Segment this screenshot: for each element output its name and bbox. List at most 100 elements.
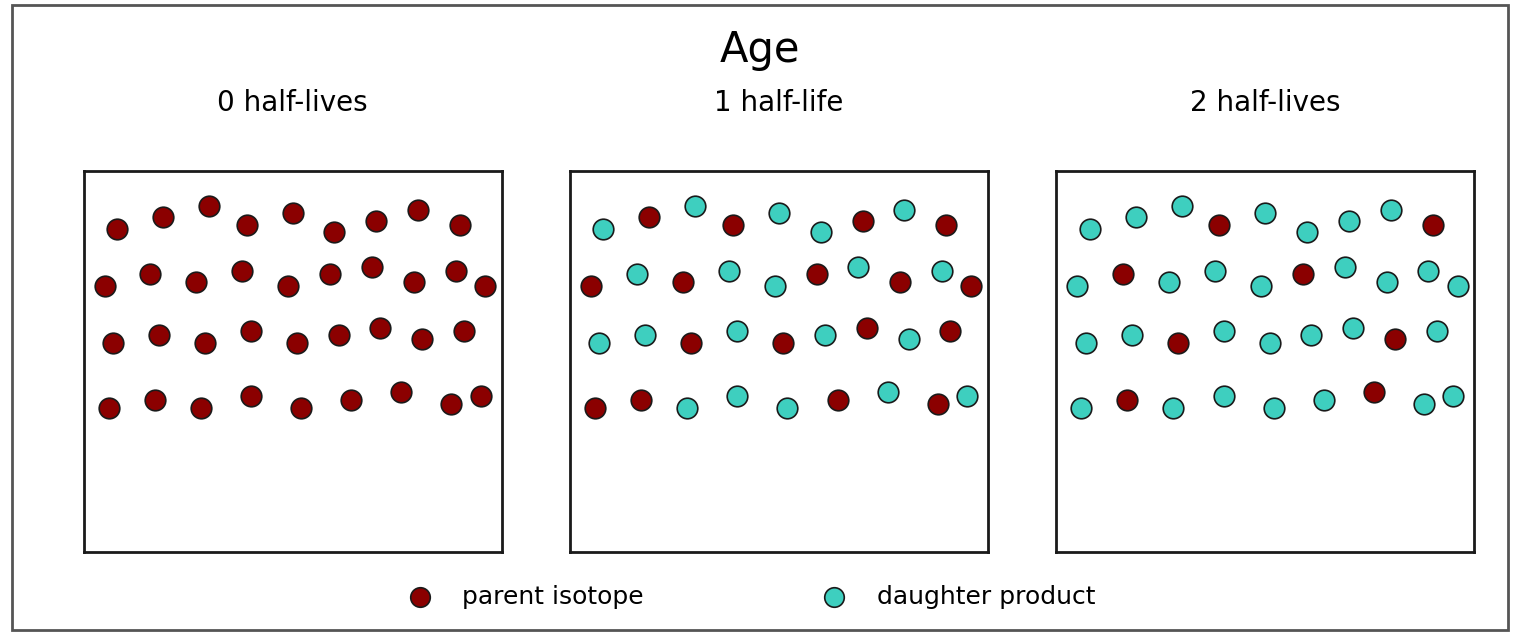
Point <box>468 391 492 401</box>
Point <box>1341 323 1365 333</box>
Point <box>625 269 649 279</box>
Point <box>1066 281 1090 291</box>
Point <box>804 269 828 279</box>
Text: 1 half-life: 1 half-life <box>714 90 844 117</box>
Point <box>277 281 301 291</box>
Point <box>444 265 468 276</box>
Point <box>1362 387 1386 398</box>
Point <box>1252 208 1277 218</box>
Text: 2 half-lives: 2 half-lives <box>1190 90 1341 117</box>
Point <box>1424 326 1449 337</box>
Point <box>407 592 432 602</box>
Point <box>1211 326 1236 337</box>
Point <box>318 269 342 279</box>
Point <box>239 391 263 401</box>
Point <box>725 326 749 337</box>
Point <box>389 387 413 398</box>
Point <box>1111 269 1135 279</box>
Point <box>368 323 392 333</box>
Point <box>629 395 654 405</box>
Point <box>289 403 313 413</box>
Point <box>1211 391 1236 401</box>
Point <box>360 262 385 272</box>
Point <box>682 201 707 211</box>
Point <box>876 387 900 398</box>
Point <box>1157 277 1181 287</box>
Point <box>188 403 213 413</box>
Point <box>813 330 838 340</box>
Point <box>1379 204 1403 215</box>
Point <box>280 208 304 218</box>
Point <box>473 281 497 291</box>
Point <box>97 403 120 413</box>
Text: daughter product: daughter product <box>877 585 1096 609</box>
Point <box>284 338 309 348</box>
Point <box>1202 265 1227 276</box>
Point <box>196 201 222 211</box>
Point <box>1420 220 1444 230</box>
Point <box>239 326 263 337</box>
Point <box>892 204 917 215</box>
Point <box>930 265 955 276</box>
Point <box>1249 281 1274 291</box>
Point <box>584 403 608 413</box>
Point <box>938 326 962 337</box>
Point <box>955 391 979 401</box>
Point <box>1262 403 1286 413</box>
Point <box>717 265 742 276</box>
Point <box>822 592 847 602</box>
Text: Age: Age <box>720 29 800 70</box>
Point <box>897 334 921 344</box>
Point <box>1123 212 1148 222</box>
Point <box>1383 334 1408 344</box>
Point <box>632 330 657 340</box>
Point <box>959 281 983 291</box>
Point <box>339 395 363 405</box>
Point <box>234 220 258 230</box>
Point <box>1300 330 1324 340</box>
Point <box>766 208 790 218</box>
Point <box>591 224 616 234</box>
Point <box>327 330 351 340</box>
Point <box>587 338 611 348</box>
Point <box>850 216 874 226</box>
Point <box>1441 391 1465 401</box>
Point <box>679 338 704 348</box>
Point <box>1116 395 1140 405</box>
Point <box>775 403 800 413</box>
Point <box>579 281 603 291</box>
Point <box>363 216 388 226</box>
Point <box>888 277 912 287</box>
Point <box>926 399 950 409</box>
Point <box>1161 403 1186 413</box>
Point <box>193 338 217 348</box>
Point <box>725 391 749 401</box>
Point <box>451 326 476 337</box>
Point <box>1166 338 1190 348</box>
Point <box>100 338 125 348</box>
Point <box>146 330 170 340</box>
Point <box>105 224 129 234</box>
Point <box>322 227 347 237</box>
Point <box>1446 281 1470 291</box>
Point <box>1119 330 1143 340</box>
Point <box>847 262 871 272</box>
Text: parent isotope: parent isotope <box>462 585 643 609</box>
Point <box>763 281 787 291</box>
Point <box>447 220 471 230</box>
Point <box>410 334 435 344</box>
Point <box>138 269 163 279</box>
Point <box>1073 338 1097 348</box>
Point <box>670 277 695 287</box>
Point <box>184 277 208 287</box>
Point <box>1170 201 1195 211</box>
Point <box>231 265 255 276</box>
Point <box>401 277 426 287</box>
Point <box>1417 265 1441 276</box>
Point <box>1374 277 1398 287</box>
Point <box>93 281 117 291</box>
Point <box>1078 224 1102 234</box>
Point <box>771 338 795 348</box>
Point <box>720 220 745 230</box>
Point <box>1412 399 1436 409</box>
